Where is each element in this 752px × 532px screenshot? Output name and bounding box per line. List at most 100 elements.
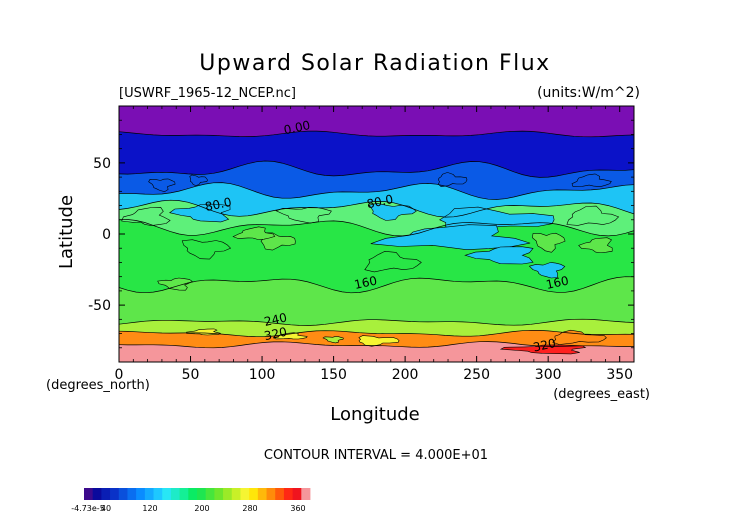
colorbar-swatch bbox=[127, 488, 137, 500]
contour-line-3 bbox=[119, 199, 634, 218]
contour-feature-3 bbox=[571, 173, 612, 188]
contour-label-1: 80.0 bbox=[204, 195, 233, 214]
chart-title: Upward Solar Radiation Flux bbox=[199, 51, 550, 76]
contour-band-3 bbox=[119, 182, 634, 218]
colorbar-swatch bbox=[162, 488, 172, 500]
contour-band-1 bbox=[119, 131, 634, 178]
x-tick-label: 100 bbox=[249, 367, 276, 383]
colorbar-swatch bbox=[197, 488, 207, 500]
colorbar-tick-label: -4.73e-5 bbox=[71, 504, 105, 513]
contour-feature-17 bbox=[578, 237, 613, 253]
contour-feature-24 bbox=[499, 344, 587, 355]
contour-feature-4 bbox=[121, 206, 171, 226]
contour-feature-20 bbox=[358, 335, 400, 347]
x-axis: 0 50 100 150 200 250 300 350 bbox=[115, 106, 633, 383]
y-axis-title: Latitude bbox=[56, 195, 77, 269]
contour-band-4 bbox=[119, 200, 634, 236]
contour-label-6: 320 bbox=[263, 325, 288, 343]
colorbar-swatch bbox=[144, 488, 154, 500]
colorbar-tick-label: 280 bbox=[242, 504, 257, 513]
colorbar-swatch bbox=[301, 488, 311, 500]
colorbar-tick-label: 40 bbox=[101, 504, 111, 513]
colorbar-tick-label: 200 bbox=[194, 504, 209, 513]
contour-feature-25 bbox=[322, 336, 344, 344]
y-tick-label: 0 bbox=[102, 227, 111, 243]
x-tick-label: 50 bbox=[182, 367, 200, 383]
colorbar-tick-label: 120 bbox=[142, 504, 157, 513]
x-tick-label: 150 bbox=[320, 367, 347, 383]
colorbar-tick-labels: -4.73e-540 120 200 280 360 bbox=[71, 504, 305, 513]
contour-line-6 bbox=[119, 318, 634, 326]
contour-features bbox=[121, 172, 620, 355]
colorbar-swatch bbox=[92, 488, 102, 500]
colorbar-swatch bbox=[292, 488, 302, 500]
colorbar bbox=[84, 488, 311, 500]
contour-line-8 bbox=[119, 341, 634, 349]
x-axis-title: Longitude bbox=[330, 404, 420, 425]
colorbar-swatch bbox=[110, 488, 120, 500]
contour-band-9 bbox=[119, 341, 634, 362]
contour-feature-10 bbox=[370, 224, 531, 251]
x-tick-label: 300 bbox=[535, 367, 562, 383]
contour-feature-5 bbox=[168, 203, 231, 223]
contour-band-6 bbox=[119, 276, 634, 326]
contour-feature-21 bbox=[552, 329, 607, 345]
colorbar-swatch bbox=[136, 488, 146, 500]
contour-band-0 bbox=[119, 106, 634, 137]
contour-feature-12 bbox=[528, 262, 566, 279]
contour-feature-18 bbox=[157, 277, 193, 291]
colorbar-swatch bbox=[283, 488, 294, 500]
contour-label-0: 0.00 bbox=[282, 118, 311, 137]
contour-label-5: 240 bbox=[263, 310, 288, 328]
x-unit-label: (degrees_east) bbox=[553, 387, 650, 402]
colorbar-swatch bbox=[179, 488, 189, 500]
contour-label-3: 160 bbox=[353, 273, 378, 291]
y-tick-label: 50 bbox=[93, 156, 111, 172]
contour-line-0 bbox=[119, 130, 634, 138]
y-axis: -50 0 50 bbox=[88, 119, 634, 349]
contour-line-2 bbox=[119, 182, 634, 200]
colorbar-swatch bbox=[266, 488, 276, 500]
source-file-label: [USWRF_1965-12_NCEP.nc] bbox=[119, 86, 296, 101]
contour-feature-16 bbox=[232, 226, 276, 240]
contour-line-4 bbox=[119, 219, 634, 237]
contour-label-2: 80.0 bbox=[365, 192, 394, 211]
contour-feature-22 bbox=[273, 332, 308, 340]
units-label: (units:W/m^2) bbox=[537, 85, 640, 101]
x-tick-label: 250 bbox=[463, 367, 490, 383]
contour-line-1 bbox=[119, 160, 634, 178]
contour-feature-0 bbox=[148, 178, 176, 193]
contour-feature-19 bbox=[532, 232, 566, 253]
colorbar-swatch bbox=[153, 488, 163, 500]
contour-band-2 bbox=[119, 161, 634, 200]
x-tick-label: 200 bbox=[392, 367, 419, 383]
contour-feature-1 bbox=[189, 174, 208, 187]
colorbar-swatch bbox=[118, 488, 128, 500]
colorbar-swatch bbox=[257, 488, 267, 500]
contour-lines bbox=[119, 130, 634, 349]
colorbar-swatch bbox=[231, 488, 241, 500]
contour-feature-2 bbox=[437, 172, 468, 188]
contour-line-7 bbox=[119, 329, 634, 338]
colorbar-tick-label: 360 bbox=[290, 504, 305, 513]
colorbar-swatch bbox=[223, 488, 233, 500]
colorbar-swatch bbox=[84, 488, 94, 500]
x-tick-label: 0 bbox=[115, 367, 124, 383]
colorbar-swatch bbox=[170, 488, 181, 500]
contour-line-5 bbox=[119, 276, 634, 294]
colorbar-swatch bbox=[249, 488, 259, 500]
contour-feature-11 bbox=[464, 246, 534, 265]
colorbar-swatch bbox=[205, 488, 215, 500]
contour-label-7: 320 bbox=[532, 336, 557, 354]
colorbar-swatch bbox=[214, 488, 224, 500]
colorbar-swatch bbox=[101, 488, 111, 500]
contour-feature-7 bbox=[368, 202, 417, 221]
contour-feature-15 bbox=[364, 250, 422, 273]
colorbar-swatch bbox=[188, 488, 198, 500]
x-tick-label: 350 bbox=[606, 367, 633, 383]
contour-label-4: 160 bbox=[545, 273, 570, 291]
y-unit-label: (degrees_north) bbox=[46, 378, 150, 393]
